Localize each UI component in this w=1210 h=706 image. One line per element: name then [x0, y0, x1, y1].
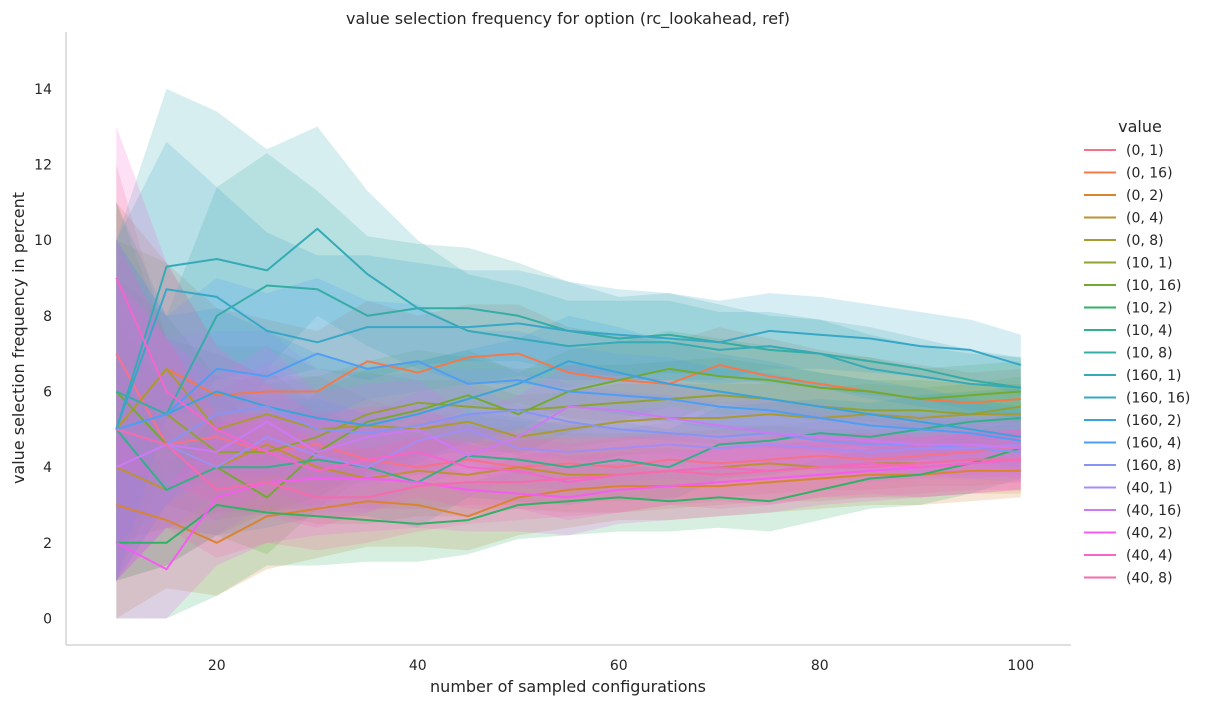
x-axis-ticks: 20 40 60 80 100	[208, 658, 1034, 674]
legend-label: (40, 1)	[1126, 481, 1173, 497]
y-axis-title: value selection frequency in percent	[9, 192, 28, 484]
legend-label: (10, 16)	[1126, 278, 1181, 294]
x-tick-label: 20	[208, 658, 226, 674]
legend-label: (10, 8)	[1126, 346, 1173, 362]
series-line-11	[115, 288, 1022, 430]
series-lines	[115, 227, 1022, 571]
y-tick-label: 8	[43, 309, 52, 325]
legend-label: (10, 1)	[1126, 256, 1173, 272]
band-3	[116, 315, 1021, 581]
y-tick-label: 14	[34, 82, 52, 98]
legend-label: (160, 1)	[1126, 368, 1181, 384]
legend-label: (40, 4)	[1126, 548, 1173, 564]
series-line-18	[115, 277, 1021, 484]
confidence-bands	[116, 88, 1021, 619]
y-tick-label: 2	[43, 536, 52, 552]
legend-label: (0, 1)	[1126, 143, 1164, 159]
y-tick-label: 0	[43, 612, 52, 628]
series-line-8	[115, 417, 1021, 491]
legend-label: (0, 8)	[1126, 233, 1164, 249]
legend-label: (0, 4)	[1126, 211, 1164, 227]
legend-label: (160, 4)	[1126, 436, 1181, 452]
series-line-13	[116, 352, 1021, 442]
series-line-15	[115, 428, 1021, 469]
legend-label: (0, 16)	[1126, 166, 1173, 182]
legend-title: value	[1118, 117, 1162, 136]
x-tick-label: 80	[811, 658, 829, 674]
legend-label: (160, 8)	[1126, 458, 1181, 474]
band-13	[116, 240, 1021, 581]
legend-label: (40, 2)	[1126, 526, 1173, 542]
series-line-16	[115, 405, 1021, 469]
legend-label: (160, 2)	[1126, 413, 1181, 429]
band-0	[116, 164, 1021, 543]
series-line-19	[116, 428, 1021, 499]
legend-label: (10, 4)	[1126, 323, 1173, 339]
y-axis-ticks: 0 2 4 6 8 10 12 14	[34, 82, 52, 628]
series-line-14	[116, 405, 1021, 453]
legend-label: (40, 8)	[1126, 571, 1173, 587]
y-tick-label: 4	[43, 460, 52, 476]
legend-label: (10, 2)	[1126, 301, 1173, 317]
series-line-2	[116, 469, 1021, 544]
band-10	[116, 88, 1021, 581]
x-tick-label: 40	[409, 658, 427, 674]
x-tick-label: 100	[1007, 658, 1034, 674]
band-4	[116, 240, 1021, 581]
legend-label: (0, 2)	[1126, 188, 1164, 204]
legend-label: (40, 16)	[1126, 503, 1181, 519]
series-line-7	[116, 447, 1022, 544]
y-tick-label: 10	[34, 233, 52, 249]
x-tick-label: 60	[610, 658, 628, 674]
legend: value (0, 1) (0, 16) (0, 2) (0, 4) (0, 8) (10…	[1084, 117, 1190, 587]
band-2	[116, 353, 1021, 619]
band-14	[116, 240, 1021, 581]
y-tick-label: 6	[43, 385, 52, 401]
series-line-10	[115, 227, 1021, 430]
chart-title: value selection frequency for option (rc…	[346, 9, 790, 29]
y-tick-label: 12	[34, 157, 52, 173]
x-axis-title: number of sampled configurations	[430, 677, 706, 696]
legend-label: (160, 16)	[1126, 391, 1190, 407]
